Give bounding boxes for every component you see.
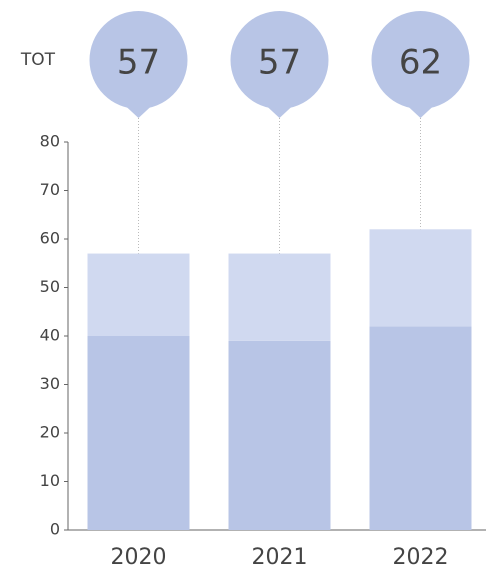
y-tick-label: 20 xyxy=(40,423,60,442)
bubble xyxy=(230,11,329,109)
total-value: 62 xyxy=(399,43,442,83)
total-value: 57 xyxy=(258,43,301,83)
bar-segment xyxy=(369,326,472,530)
total-value: 57 xyxy=(117,43,160,83)
x-tick-label: 2021 xyxy=(252,545,308,570)
bubble xyxy=(371,11,470,109)
y-tick-label: 60 xyxy=(40,229,60,248)
bar-segment xyxy=(87,253,190,336)
bubble xyxy=(89,11,188,109)
y-tick-label: 50 xyxy=(40,277,60,296)
bar-segment xyxy=(228,340,331,530)
y-tick-label: 70 xyxy=(40,180,60,199)
bar-segment xyxy=(228,253,331,341)
y-tick-label: 0 xyxy=(50,520,60,539)
x-tick-label: 2020 xyxy=(111,545,167,570)
bar-segment xyxy=(87,336,190,530)
y-tick-label: 80 xyxy=(40,132,60,151)
y-tick-label: 10 xyxy=(40,471,60,490)
total-label: TOT xyxy=(20,50,56,70)
bar-segment xyxy=(369,229,472,327)
y-tick-label: 40 xyxy=(40,326,60,345)
x-tick-label: 2022 xyxy=(393,545,449,570)
y-tick-label: 30 xyxy=(40,374,60,393)
